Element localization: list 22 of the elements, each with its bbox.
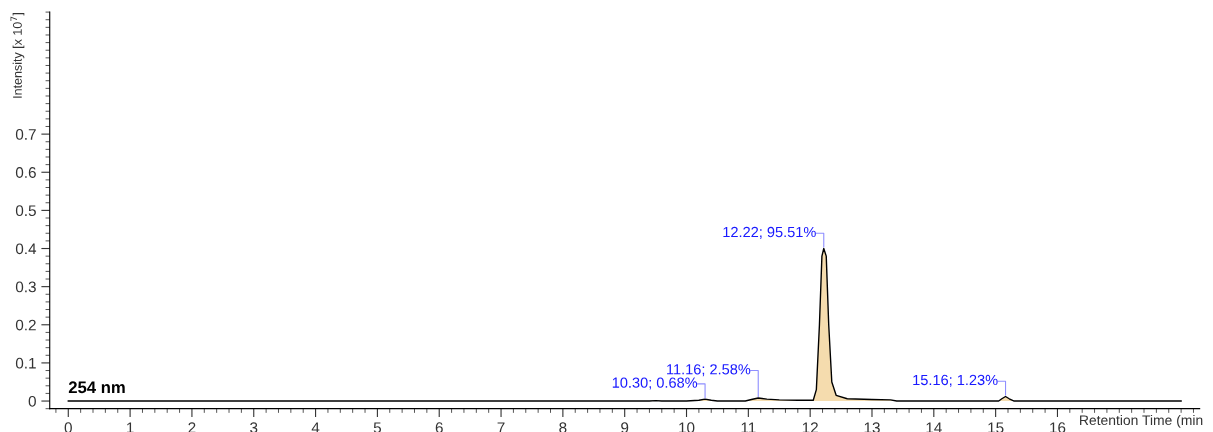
x-axis-title: Retention Time (min [1080, 414, 1203, 428]
y-tick-label: 0 [28, 395, 36, 407]
x-tick-label: 1 [127, 422, 134, 432]
annotation: 10.30; 0.68% [612, 377, 698, 390]
y-tick-label: 0.6 [15, 167, 36, 178]
x-tick-label: 14 [926, 422, 942, 432]
y-axis-title: Intensity [x 10$^{7}$] [10, 13, 25, 98]
annotation: 12.22; 95.51% [723, 226, 816, 239]
y-tick-label: 0.7 [15, 128, 36, 140]
y-tick-label: 0.5 [15, 205, 36, 217]
y-tick-label: 0.4 [15, 243, 37, 255]
annotation: 15.16; 1.23% [913, 374, 998, 387]
x-tick-label: 4 [311, 422, 320, 432]
y-tick-label: 0.2 [15, 319, 36, 331]
y-tick-label: 0.1 [15, 357, 36, 369]
x-tick-label: 12 [802, 422, 818, 432]
x-tick-label: 11 [741, 422, 756, 432]
annotation: 11.16; 2.58% [667, 364, 751, 377]
x-tick-label: 7 [497, 422, 505, 432]
annotation: 254 nm [68, 381, 125, 394]
x-tick-label: 2 [188, 422, 196, 432]
y-tick-label: 0.3 [15, 281, 36, 293]
